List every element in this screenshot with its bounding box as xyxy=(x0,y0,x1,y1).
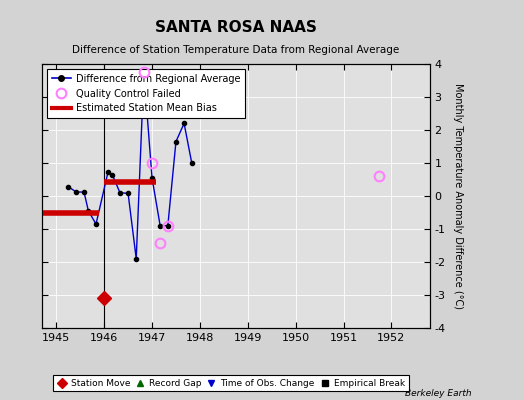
Legend: Difference from Regional Average, Quality Control Failed, Estimated Station Mean: Difference from Regional Average, Qualit… xyxy=(47,69,245,118)
Text: SANTA ROSA NAAS: SANTA ROSA NAAS xyxy=(155,20,316,36)
Y-axis label: Monthly Temperature Anomaly Difference (°C): Monthly Temperature Anomaly Difference (… xyxy=(453,83,463,309)
Text: Berkeley Earth: Berkeley Earth xyxy=(405,389,472,398)
Text: Difference of Station Temperature Data from Regional Average: Difference of Station Temperature Data f… xyxy=(72,45,399,55)
Legend: Station Move, Record Gap, Time of Obs. Change, Empirical Break: Station Move, Record Gap, Time of Obs. C… xyxy=(52,375,409,392)
